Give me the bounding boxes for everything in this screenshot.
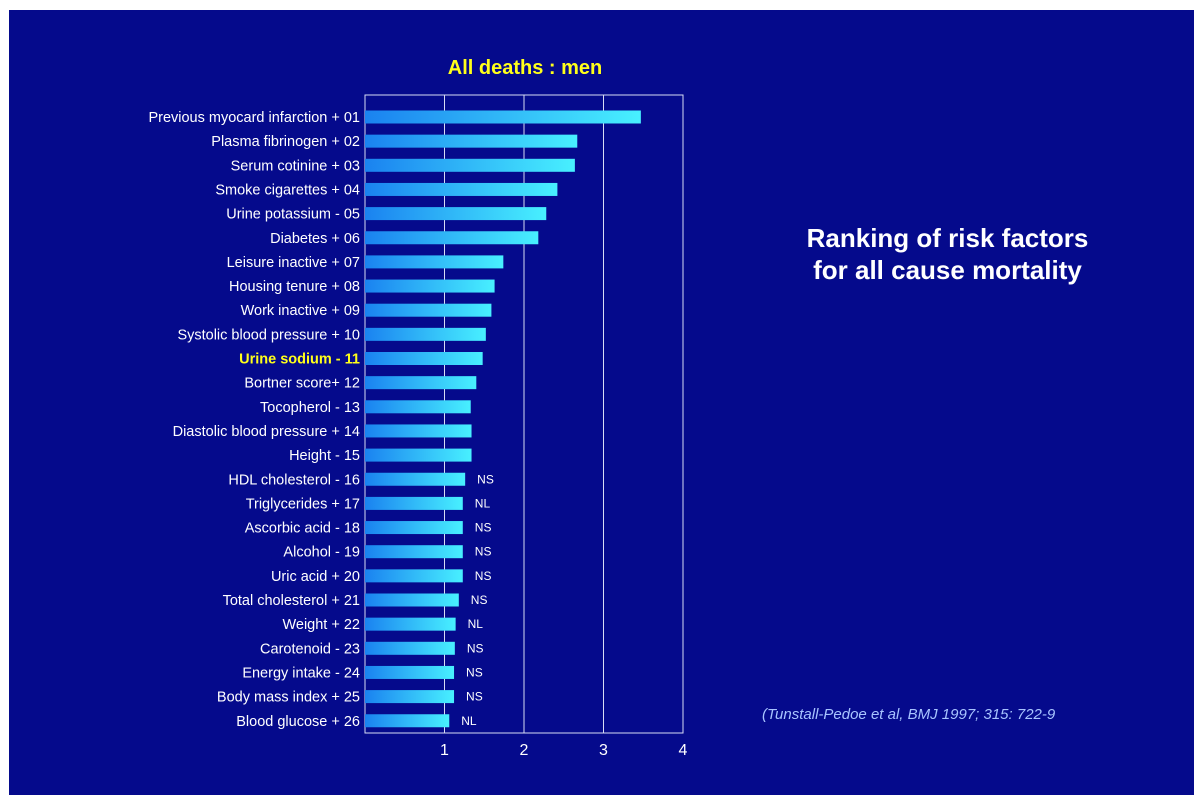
category-label-20: Uric acid + 20 <box>271 569 360 585</box>
category-label-15: Height - 15 <box>289 448 360 464</box>
category-label-26: Blood glucose + 26 <box>236 714 360 730</box>
significance-label-26: NL <box>461 714 477 728</box>
category-label-5: Urine potassium - 05 <box>226 207 360 223</box>
bar-18 <box>365 521 463 535</box>
bar-5 <box>365 207 547 221</box>
bar-8 <box>365 279 495 293</box>
bar-4 <box>365 182 558 196</box>
bar-10 <box>365 327 486 341</box>
x-tick-label-4: 4 <box>679 742 688 759</box>
bar-19 <box>365 545 463 559</box>
category-label-25: Body mass index + 25 <box>217 690 360 706</box>
bar-26 <box>365 714 450 728</box>
x-tick-label-1: 1 <box>440 742 449 759</box>
significance-label-20: NS <box>475 569 492 583</box>
category-label-19: Alcohol - 19 <box>283 545 360 561</box>
category-label-1: Previous myocard infarction + 01 <box>148 110 360 126</box>
category-label-18: Ascorbic acid - 18 <box>245 521 360 537</box>
category-label-23: Carotenoid - 23 <box>260 641 360 657</box>
category-label-13: Tocopherol - 13 <box>260 400 360 416</box>
category-label-14: Diastolic blood pressure + 14 <box>173 424 360 440</box>
significance-label-16: NS <box>477 472 494 486</box>
bar-17 <box>365 496 463 510</box>
category-label-16: HDL cholesterol - 16 <box>228 472 360 488</box>
category-label-7: Leisure inactive + 07 <box>227 255 360 271</box>
bar-13 <box>365 400 471 414</box>
bar-11 <box>365 352 483 365</box>
category-label-3: Serum cotinine + 03 <box>231 158 360 174</box>
bar-9 <box>365 303 492 317</box>
bar-1 <box>365 110 641 124</box>
category-label-17: Triglycerides + 17 <box>246 496 360 512</box>
significance-label-21: NS <box>471 593 488 607</box>
category-label-9: Work inactive + 09 <box>241 303 360 319</box>
bar-14 <box>365 424 472 438</box>
bar-6 <box>365 231 539 245</box>
chart-title: All deaths : men <box>447 57 603 79</box>
bar-20 <box>365 569 463 583</box>
category-label-2: Plasma fibrinogen + 02 <box>211 134 360 150</box>
bar-23 <box>365 641 455 655</box>
citation: (Tunstall-Pedoe et al, BMJ 1997; 315: 72… <box>762 706 1056 723</box>
bar-15 <box>365 448 472 462</box>
bar-21 <box>365 593 459 607</box>
category-label-24: Energy intake - 24 <box>242 665 360 681</box>
significance-label-22: NL <box>468 617 484 631</box>
bar-12 <box>365 376 477 390</box>
bar-2 <box>365 134 578 148</box>
significance-label-24: NS <box>466 665 483 679</box>
bar-3 <box>365 158 575 172</box>
significance-label-25: NS <box>466 690 483 704</box>
category-label-11: Urine sodium - 11 <box>239 352 360 368</box>
category-label-8: Housing tenure + 08 <box>229 279 360 295</box>
category-label-21: Total cholesterol + 21 <box>223 593 360 609</box>
slide-title-line-1: Ranking of risk factors <box>806 223 1089 253</box>
bar-25 <box>365 690 455 704</box>
significance-label-17: NL <box>475 496 491 510</box>
category-label-6: Diabetes + 06 <box>270 231 360 247</box>
significance-label-18: NS <box>475 521 492 535</box>
bar-24 <box>365 665 455 679</box>
category-label-10: Systolic blood pressure + 10 <box>177 327 360 343</box>
slide-title-line-2: for all cause mortality <box>813 255 1082 285</box>
category-label-4: Smoke cigarettes + 04 <box>215 182 360 198</box>
x-tick-label-3: 3 <box>599 742 608 759</box>
slide <box>9 10 1194 795</box>
x-tick-label-2: 2 <box>520 742 529 759</box>
category-label-22: Weight + 22 <box>282 617 360 633</box>
category-label-12: Bortner score+ 12 <box>244 376 360 392</box>
significance-label-23: NS <box>467 641 484 655</box>
bar-16 <box>365 472 466 486</box>
significance-label-19: NS <box>475 545 492 559</box>
bar-7 <box>365 255 504 269</box>
slide-title: Ranking of risk factors for all cause mo… <box>735 222 1160 286</box>
bar-22 <box>365 617 456 631</box>
